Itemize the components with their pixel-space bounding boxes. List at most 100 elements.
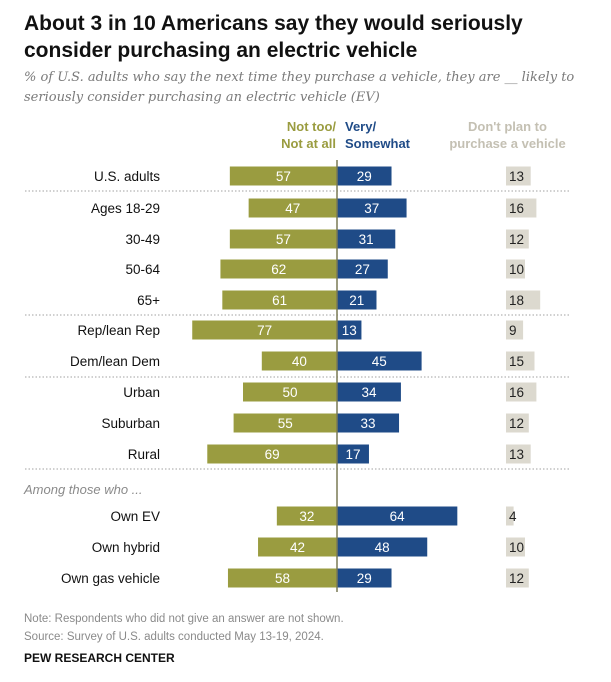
- value-label-not-too: 69: [265, 447, 280, 462]
- value-label-dont-plan: 9: [509, 323, 517, 338]
- value-label-very: 34: [361, 385, 377, 400]
- row-label: U.S. adults: [94, 169, 160, 184]
- value-label-very: 64: [390, 509, 406, 524]
- value-label-very: 33: [361, 416, 376, 431]
- bar-very: [337, 259, 388, 279]
- value-label-dont-plan: 15: [509, 354, 524, 369]
- legend-not-too-line1: Not too/: [286, 119, 336, 134]
- row-label: Ages 18-29: [91, 201, 160, 216]
- legend-dont-plan-line1: Don't plan to: [468, 119, 547, 134]
- row-label: 30-49: [125, 232, 160, 247]
- bar-very: [337, 568, 392, 588]
- legend-dont-plan-line2: purchase a vehicle: [449, 136, 566, 151]
- value-label-dont-plan: 16: [509, 385, 524, 400]
- brand-logo-text: PEW RESEARCH CENTER: [24, 651, 175, 665]
- value-label-dont-plan: 12: [509, 571, 524, 586]
- chart-subtitle: % of U.S. adults who say the next time t…: [24, 70, 575, 105]
- value-label-not-too: 42: [290, 540, 305, 555]
- value-label-dont-plan: 4: [509, 509, 517, 524]
- value-label-not-too: 40: [292, 354, 307, 369]
- value-label-not-too: 57: [276, 169, 291, 184]
- bar-not-too: [243, 382, 337, 402]
- value-label-very: 45: [372, 354, 387, 369]
- row-label: Urban: [123, 385, 160, 400]
- legend-very: Very/ Somewhat: [345, 118, 435, 152]
- bar-not-too: [229, 229, 337, 249]
- bar-dont-plan: [506, 166, 531, 186]
- value-label-dont-plan: 13: [509, 447, 524, 462]
- footnote: Note: Respondents who did not give an an…: [24, 610, 344, 646]
- value-label-very: 31: [359, 232, 374, 247]
- bar-very: [337, 166, 392, 186]
- bar-very: [337, 382, 401, 402]
- legend-very-line1: Very/: [345, 119, 377, 134]
- value-label-not-too: 62: [271, 262, 286, 277]
- value-label-very: 17: [345, 447, 360, 462]
- bar-very: [337, 229, 396, 249]
- bar-not-too: [261, 351, 337, 371]
- value-label-dont-plan: 10: [509, 540, 524, 555]
- value-label-not-too: 50: [282, 385, 297, 400]
- value-label-very: 37: [364, 201, 379, 216]
- row-label: 65+: [137, 293, 160, 308]
- value-label-very: 13: [342, 323, 357, 338]
- row-label: Own hybrid: [92, 540, 160, 555]
- bar-not-too: [233, 413, 337, 433]
- bar-not-too: [222, 290, 337, 310]
- group-label-among: Among those who ...: [24, 482, 143, 497]
- bar-dont-plan: [506, 444, 531, 464]
- value-label-dont-plan: 13: [509, 169, 524, 184]
- row-label: Own EV: [110, 509, 160, 524]
- legend-very-line2: Somewhat: [345, 136, 411, 151]
- value-label-not-too: 57: [276, 232, 291, 247]
- bar-very: [337, 290, 377, 310]
- value-label-not-too: 61: [272, 293, 287, 308]
- row-label: Own gas vehicle: [61, 571, 160, 586]
- row-label: Suburban: [101, 416, 160, 431]
- value-label-very: 29: [357, 169, 372, 184]
- legend-not-too: Not too/ Not at all: [240, 118, 336, 152]
- bar-not-too: [276, 506, 337, 526]
- bar-very: [337, 351, 422, 371]
- value-label-dont-plan: 10: [509, 262, 524, 277]
- value-label-not-too: 47: [285, 201, 300, 216]
- bar-dont-plan: [506, 198, 537, 218]
- value-label-not-too: 77: [257, 323, 272, 338]
- bar-not-too: [227, 568, 337, 588]
- value-label-not-too: 32: [299, 509, 314, 524]
- value-label-dont-plan: 16: [509, 201, 524, 216]
- value-label-dont-plan: 18: [509, 293, 524, 308]
- chart-title: About 3 in 10 Americans say they would s…: [24, 12, 523, 62]
- bar-dont-plan: [506, 506, 514, 526]
- note-text: Note: Respondents who did not give an an…: [24, 613, 344, 625]
- value-label-very: 27: [355, 262, 370, 277]
- bar-dont-plan: [506, 537, 525, 557]
- value-label-very: 21: [349, 293, 364, 308]
- value-label-very: 29: [357, 571, 372, 586]
- bar-very: [337, 198, 407, 218]
- bar-very: [337, 320, 362, 340]
- bar-dont-plan: [506, 259, 525, 279]
- bar-dont-plan: [506, 413, 529, 433]
- bar-not-too: [258, 537, 337, 557]
- bar-dont-plan: [506, 382, 537, 402]
- bar-not-too: [207, 444, 337, 464]
- bar-not-too: [192, 320, 337, 340]
- value-label-very: 48: [375, 540, 390, 555]
- value-label-not-too: 58: [275, 571, 290, 586]
- source-text: Source: Survey of U.S. adults conducted …: [24, 631, 324, 643]
- row-label: 50-64: [125, 262, 160, 277]
- value-label-dont-plan: 12: [509, 232, 524, 247]
- bar-not-too: [229, 166, 337, 186]
- legend-dont-plan: Don't plan to purchase a vehicle: [440, 118, 575, 152]
- legend-not-too-line2: Not at all: [281, 136, 336, 151]
- row-label: Rural: [128, 447, 160, 462]
- bar-not-too: [220, 259, 337, 279]
- bar-dont-plan: [506, 229, 529, 249]
- bar-very: [337, 444, 369, 464]
- value-label-dont-plan: 12: [509, 416, 524, 431]
- bar-very: [337, 537, 428, 557]
- bar-dont-plan: [506, 568, 529, 588]
- bar-dont-plan: [506, 351, 535, 371]
